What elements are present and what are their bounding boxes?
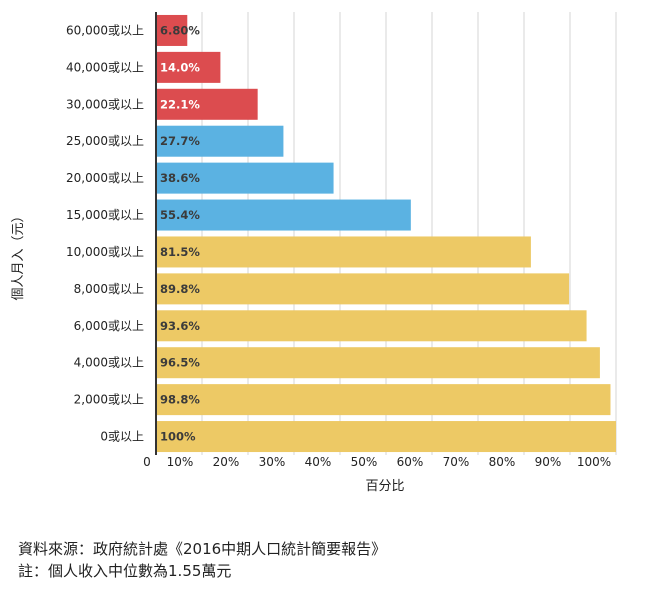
- bar: [156, 14, 188, 46]
- x-tick-label: 40%: [305, 455, 332, 469]
- bar: [156, 162, 334, 194]
- y-axis-title: 個人月入（元）: [11, 209, 26, 300]
- data-label: 27.7%: [160, 134, 200, 148]
- category-label: 30,000或以上: [66, 97, 144, 111]
- bar: [156, 51, 221, 83]
- bar: [156, 273, 570, 305]
- category-label: 60,000或以上: [66, 23, 144, 37]
- category-label: 6,000或以上: [74, 319, 144, 333]
- chart: 60,000或以上 6.80% 40,000或以上 14.0% 30,000或以上 22.…: [11, 12, 617, 494]
- bar: [156, 199, 411, 231]
- x-tick-label: 0: [143, 455, 151, 469]
- data-label: 96.5%: [160, 356, 200, 370]
- data-label: 22.1%: [160, 97, 200, 111]
- x-tick-label: 50%: [351, 455, 378, 469]
- bar: [156, 347, 600, 379]
- data-label: 6.80%: [160, 23, 200, 37]
- category-label: 8,000或以上: [74, 282, 144, 296]
- bar: [156, 310, 587, 342]
- bar: [156, 236, 531, 268]
- category-label: 25,000或以上: [66, 134, 144, 148]
- x-tick-label: 90%: [535, 455, 562, 469]
- x-tick-label: 100%: [577, 455, 611, 469]
- data-label: 89.8%: [160, 282, 200, 296]
- x-tick-label: 70%: [443, 455, 470, 469]
- data-label: 100%: [160, 430, 196, 444]
- category-label: 4,000或以上: [74, 356, 144, 370]
- chart-notes: 資料來源：政府統計處《2016中期人口統計簡要報告》 註：個人收入中位數為1.5…: [18, 538, 386, 582]
- x-axis-title: 百分比: [365, 479, 404, 494]
- data-label: 14.0%: [160, 60, 200, 74]
- x-tick-label: 10%: [167, 455, 194, 469]
- bar: [156, 125, 284, 157]
- x-tick-label: 80%: [489, 455, 516, 469]
- category-label: 2,000或以上: [74, 393, 144, 407]
- data-label: 98.8%: [160, 393, 200, 407]
- bar: [156, 421, 616, 453]
- data-label: 81.5%: [160, 245, 200, 259]
- category-label: 15,000或以上: [66, 208, 144, 222]
- data-label: 38.6%: [160, 171, 200, 185]
- bar: [156, 88, 258, 120]
- x-tick-label: 30%: [259, 455, 286, 469]
- category-label: 0或以上: [100, 430, 144, 444]
- bar: [156, 384, 611, 416]
- x-tick-label: 20%: [213, 455, 240, 469]
- category-label: 10,000或以上: [66, 245, 144, 259]
- category-label: 40,000或以上: [66, 60, 144, 74]
- category-label: 20,000或以上: [66, 171, 144, 185]
- source-note: 資料來源：政府統計處《2016中期人口統計簡要報告》: [18, 540, 387, 558]
- data-label: 55.4%: [160, 208, 200, 222]
- x-tick-label: 60%: [397, 455, 424, 469]
- data-label: 93.6%: [160, 319, 200, 333]
- median-income-note: 註：個人收入中位數為1.55萬元: [18, 562, 232, 580]
